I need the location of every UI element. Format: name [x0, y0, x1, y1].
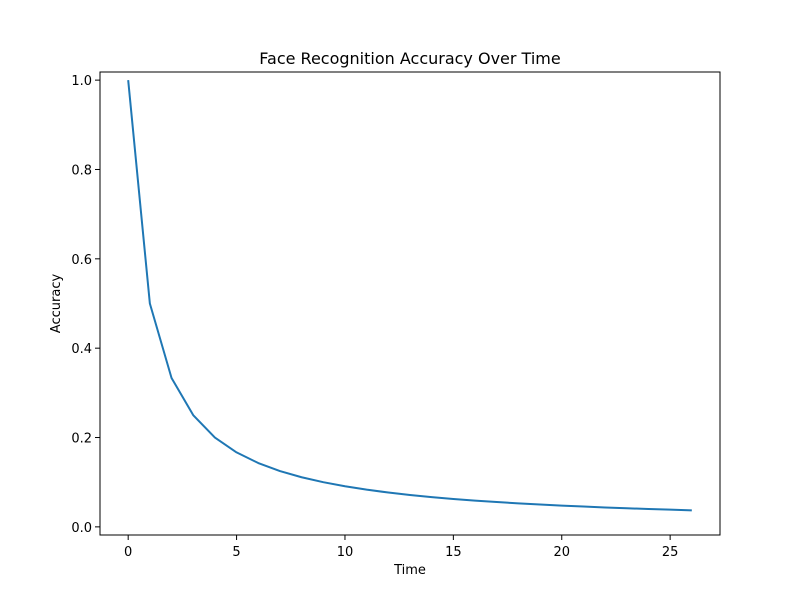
y-axis: 0.0 0.2 0.4 0.6 0.8 1.0 [71, 74, 100, 536]
y-tick-label: 1.0 [71, 74, 92, 89]
y-tick-label: 0.8 [71, 163, 92, 178]
x-tick-label: 5 [232, 545, 240, 560]
chart-title: Face Recognition Accuracy Over Time [259, 49, 560, 68]
x-tick-label: 25 [662, 545, 679, 560]
x-axis: 0 5 10 15 20 25 [124, 535, 678, 560]
y-tick-label: 0.4 [71, 342, 92, 357]
x-tick-label: 0 [124, 545, 132, 560]
y-axis-label: Accuracy [49, 274, 64, 334]
series-line [127, 80, 692, 512]
y-tick-label: 0.6 [71, 253, 92, 268]
series-layer [127, 80, 692, 512]
y-tick-label: 0.0 [71, 521, 92, 536]
x-axis-label: Time [393, 563, 426, 578]
x-tick-label: 15 [445, 545, 462, 560]
x-tick-label: 10 [337, 545, 354, 560]
x-tick-label: 20 [553, 545, 570, 560]
plot-area-frame [99, 71, 721, 536]
y-tick-label: 0.2 [71, 432, 92, 447]
